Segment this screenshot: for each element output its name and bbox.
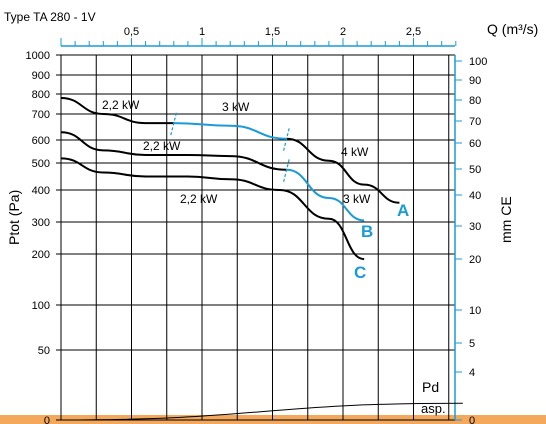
y-left-tick-label: 700 <box>32 109 50 121</box>
y-left-tick-label: 300 <box>32 217 50 229</box>
y-axis-right-title: mm CE <box>498 196 514 243</box>
motor-power-label: 3 kW <box>343 192 371 206</box>
y-right-tick-label: 70 <box>469 116 481 128</box>
y-right-tick-label: 30 <box>469 221 481 233</box>
y-left-tick-label: 0 <box>44 415 50 424</box>
y-right-tick-label: 50 <box>469 164 481 176</box>
curve-label-b: B <box>361 222 373 241</box>
y-right-tick-label: 40 <box>469 190 481 202</box>
x-tick-label: 0,5 <box>124 26 139 38</box>
y-left-tick-label: 400 <box>32 185 50 197</box>
motor-change-marker <box>283 157 291 182</box>
grid <box>61 54 455 420</box>
axes: 0,5 1 1,5 2 2,510009008007006005004003002001… <box>26 26 488 424</box>
y-right-tick-label: 60 <box>469 138 481 150</box>
motor-power-label: 4 kW <box>341 145 369 159</box>
x-tick-label: 2,5 <box>406 26 421 38</box>
x-axis-title: Q (m³/s) <box>487 21 538 37</box>
y-left-tick-label: 800 <box>32 89 50 101</box>
y-right-tick-label: 100 <box>469 56 487 68</box>
y-right-tick-label: 80 <box>469 95 481 107</box>
curve-c-segment <box>60 157 365 261</box>
chart-title: Type TA 280 - 1V <box>4 10 96 24</box>
curve-a-segment <box>286 137 400 204</box>
curve-b-segment <box>60 131 287 171</box>
motor-change-marker <box>283 126 291 151</box>
y-right-tick-label: 5 <box>469 338 475 350</box>
motor-power-label: 2,2 kW <box>143 139 181 153</box>
pd-label: Pd <box>422 379 439 395</box>
y-right-tick-label: 4 <box>469 367 475 379</box>
y-right-tick-label: 20 <box>469 254 481 266</box>
asp-label: asp. <box>421 401 446 416</box>
y-axis-left-title: Ptot (Pa) <box>6 190 22 245</box>
motor-power-label: 3 kW <box>222 100 250 114</box>
motor-change-marker <box>170 110 178 136</box>
x-tick-label: 1 <box>199 26 205 38</box>
pd-line <box>60 402 463 421</box>
curve-b-segment <box>286 168 365 222</box>
curve-a-segment <box>60 97 174 125</box>
curve-label-a: A <box>397 201 409 220</box>
y-right-tick-label: 90 <box>469 75 481 87</box>
y-left-tick-label: 100 <box>32 300 50 312</box>
curve-label-c: C <box>354 263 366 282</box>
curve-a-segment <box>173 122 287 140</box>
curves <box>60 97 463 421</box>
y-left-tick-label: 50 <box>38 345 50 357</box>
y-left-tick-label: 1000 <box>26 50 50 62</box>
x-tick-label: 1,5 <box>265 26 280 38</box>
y-left-tick-label: 900 <box>32 70 50 82</box>
y-right-tick-label: 0 <box>469 415 475 424</box>
motor-power-label: 2,2 kW <box>102 98 140 112</box>
y-left-tick-label: 500 <box>32 158 50 170</box>
y-right-tick-label: 10 <box>469 305 481 317</box>
y-left-tick-label: 200 <box>32 249 50 261</box>
motor-power-label: 2,2 kW <box>180 192 218 206</box>
x-tick-label: 2 <box>340 26 346 38</box>
y-left-tick-label: 600 <box>32 135 50 147</box>
labels: 2,2 kW 3 kW 2,2 kW 4 kW 3 kW 2,2 kW A B C <box>102 98 409 282</box>
